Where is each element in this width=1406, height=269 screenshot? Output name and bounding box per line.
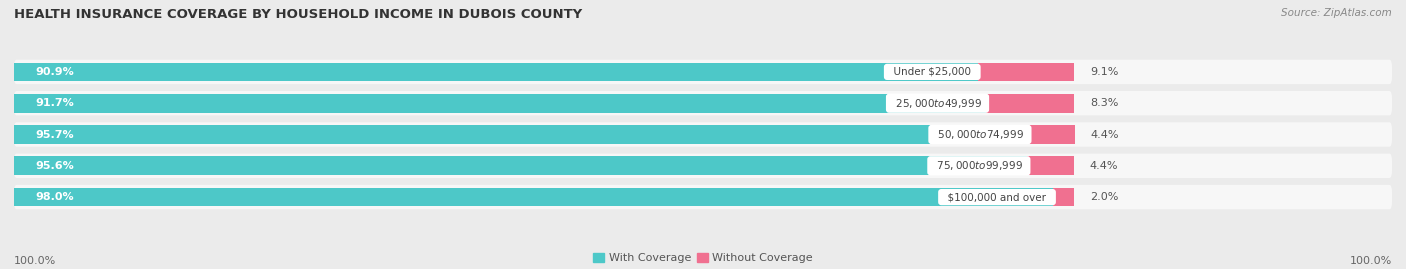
- Text: 100.0%: 100.0%: [14, 256, 56, 266]
- Text: 4.4%: 4.4%: [1090, 161, 1118, 171]
- Bar: [14, 125, 1028, 144]
- Bar: [986, 94, 1074, 113]
- Text: $75,000 to $99,999: $75,000 to $99,999: [931, 159, 1028, 172]
- Bar: [1028, 125, 1076, 144]
- FancyBboxPatch shape: [14, 60, 1392, 84]
- Text: 8.3%: 8.3%: [1090, 98, 1118, 108]
- Bar: [1028, 156, 1074, 175]
- Text: 90.9%: 90.9%: [35, 67, 75, 77]
- Bar: [14, 188, 1053, 207]
- Bar: [14, 156, 1028, 175]
- Bar: [14, 94, 986, 113]
- FancyBboxPatch shape: [14, 154, 1392, 178]
- Text: 9.1%: 9.1%: [1090, 67, 1118, 77]
- Text: $100,000 and over: $100,000 and over: [941, 192, 1053, 202]
- Text: Source: ZipAtlas.com: Source: ZipAtlas.com: [1281, 8, 1392, 18]
- Text: 91.7%: 91.7%: [35, 98, 75, 108]
- FancyBboxPatch shape: [14, 122, 1392, 147]
- Text: $25,000 to $49,999: $25,000 to $49,999: [889, 97, 986, 110]
- Text: 4.4%: 4.4%: [1091, 129, 1119, 140]
- Text: 98.0%: 98.0%: [35, 192, 75, 202]
- Bar: [14, 62, 977, 81]
- Text: $50,000 to $74,999: $50,000 to $74,999: [931, 128, 1028, 141]
- Bar: [977, 62, 1074, 81]
- Text: 100.0%: 100.0%: [1350, 256, 1392, 266]
- Text: Under $25,000: Under $25,000: [887, 67, 977, 77]
- FancyBboxPatch shape: [14, 185, 1392, 209]
- FancyBboxPatch shape: [14, 91, 1392, 115]
- Text: 2.0%: 2.0%: [1090, 192, 1118, 202]
- Text: 95.6%: 95.6%: [35, 161, 75, 171]
- Legend: With Coverage, Without Coverage: With Coverage, Without Coverage: [593, 253, 813, 263]
- Text: HEALTH INSURANCE COVERAGE BY HOUSEHOLD INCOME IN DUBOIS COUNTY: HEALTH INSURANCE COVERAGE BY HOUSEHOLD I…: [14, 8, 582, 21]
- Text: 95.7%: 95.7%: [35, 129, 75, 140]
- Bar: [1053, 188, 1074, 207]
